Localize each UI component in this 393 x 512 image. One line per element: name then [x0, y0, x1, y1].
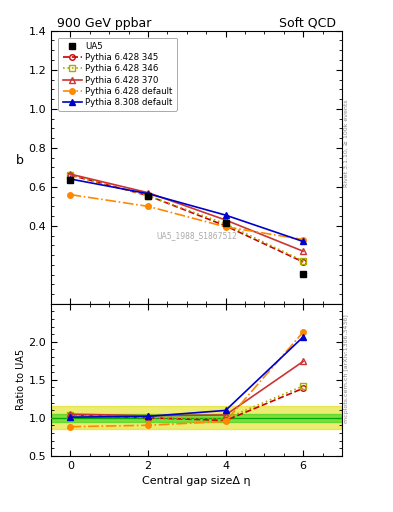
Pythia 6.428 default: [146, 203, 151, 209]
Pythia 6.428 346: [223, 221, 228, 227]
Pythia 6.428 345: [146, 193, 151, 199]
Pythia 6.428 370: [223, 217, 228, 223]
Line: Pythia 8.308 default: Pythia 8.308 default: [68, 176, 306, 244]
Pythia 6.428 345: [68, 172, 73, 178]
Line: Pythia 6.428 370: Pythia 6.428 370: [68, 172, 306, 254]
Pythia 6.428 370: [301, 248, 305, 254]
Text: UA5_1988_S1867512: UA5_1988_S1867512: [156, 231, 237, 240]
Pythia 8.308 default: [301, 239, 305, 245]
Text: Soft QCD: Soft QCD: [279, 16, 336, 30]
UA5: [301, 270, 305, 276]
UA5: [223, 220, 228, 226]
UA5: [68, 177, 73, 183]
Bar: [51, 407, 342, 429]
Text: mcplots.cern.ch [arXiv:1306.3436]: mcplots.cern.ch [arXiv:1306.3436]: [344, 314, 349, 423]
Text: Rivet 3.1.10, ≥ 100k events: Rivet 3.1.10, ≥ 100k events: [344, 99, 349, 187]
Line: Pythia 6.428 345: Pythia 6.428 345: [68, 173, 306, 265]
Pythia 6.428 default: [301, 237, 305, 243]
Pythia 8.308 default: [146, 190, 151, 197]
Line: Pythia 6.428 346: Pythia 6.428 346: [68, 173, 306, 264]
UA5: [146, 193, 151, 199]
Pythia 6.428 345: [223, 223, 228, 229]
Y-axis label: b: b: [16, 154, 24, 167]
Pythia 8.308 default: [68, 176, 73, 182]
Pythia 6.428 346: [301, 258, 305, 264]
Pythia 8.308 default: [223, 212, 228, 218]
X-axis label: Central gap sizeΔ η: Central gap sizeΔ η: [142, 476, 251, 486]
Line: Pythia 6.428 default: Pythia 6.428 default: [68, 192, 306, 242]
Pythia 6.428 346: [146, 193, 151, 199]
Pythia 6.428 default: [68, 191, 73, 198]
Y-axis label: Ratio to UA5: Ratio to UA5: [16, 349, 26, 410]
Bar: [51, 414, 342, 421]
Line: UA5: UA5: [67, 177, 307, 277]
Pythia 6.428 370: [68, 171, 73, 177]
Pythia 6.428 default: [223, 224, 228, 230]
Pythia 6.428 370: [146, 189, 151, 196]
Legend: UA5, Pythia 6.428 345, Pythia 6.428 346, Pythia 6.428 370, Pythia 6.428 default,: UA5, Pythia 6.428 345, Pythia 6.428 346,…: [58, 38, 177, 111]
Pythia 6.428 346: [68, 172, 73, 178]
Pythia 6.428 345: [301, 259, 305, 265]
Text: 900 GeV ppbar: 900 GeV ppbar: [57, 16, 151, 30]
